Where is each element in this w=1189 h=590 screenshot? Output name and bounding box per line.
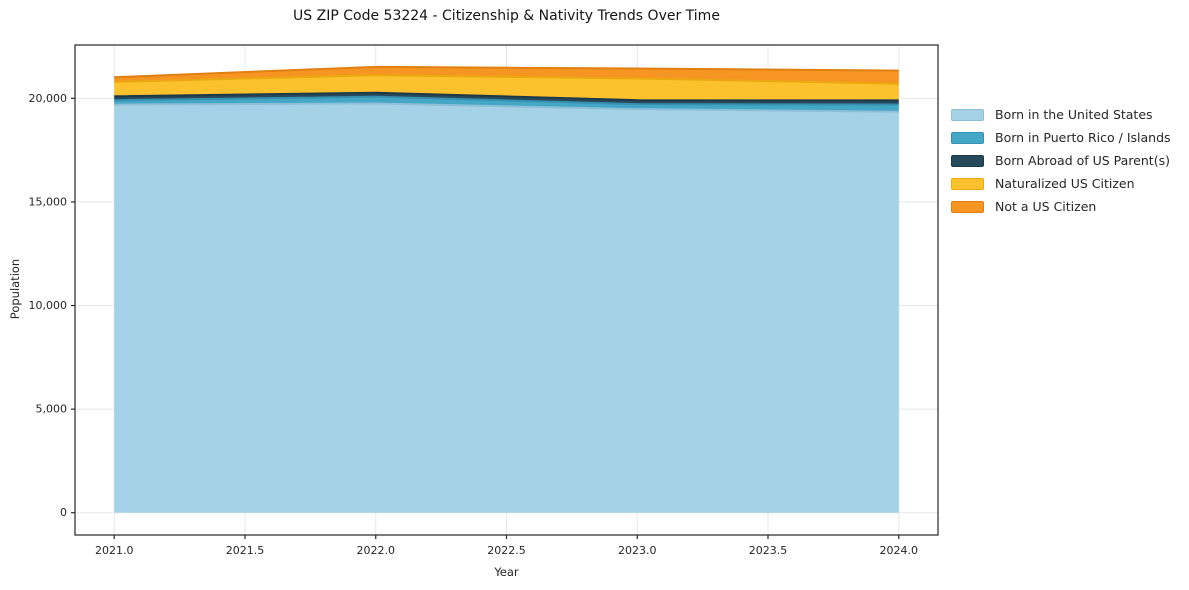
x-tick-label: 2021.5 [226,544,265,557]
x-tick-label: 2022.0 [356,544,395,557]
area-edge-line [114,91,899,102]
legend-item: Born Abroad of US Parent(s) [951,149,1171,172]
area-band [114,96,899,112]
x-tick-label: 2022.5 [487,544,526,557]
x-tick-label: 2023.0 [618,544,657,557]
area-band [114,75,899,101]
legend-label: Naturalized US Citizen [995,176,1135,191]
y-tick-label: 5,000 [36,403,68,416]
legend-label: Born in the United States [995,107,1153,122]
legend-label: Born Abroad of US Parent(s) [995,153,1170,168]
x-tick-label: 2024.0 [880,544,919,557]
area-edge-line [114,65,899,79]
legend-item: Naturalized US Citizen [951,172,1171,195]
legend-item: Not a US Citizen [951,195,1171,218]
area-edge-line [114,102,899,113]
y-tick-label: 0 [60,506,67,519]
area-band [114,92,899,105]
x-axis-label: Year [494,565,519,579]
legend-swatch [951,108,984,121]
area-edge-line [114,74,899,85]
y-axis-label: Population [8,258,22,320]
y-tick-label: 15,000 [29,195,68,208]
area-band [114,103,899,513]
chart-title: US ZIP Code 53224 - Citizenship & Nativi… [293,8,720,24]
x-tick-label: 2021.0 [95,544,134,557]
legend: Born in the United States Born in Puerto … [951,103,1171,218]
legend-label: Not a US Citizen [995,199,1097,214]
x-tick-label: 2023.5 [749,544,788,557]
legend-swatch [951,131,984,144]
legend-swatch [951,200,984,213]
legend-item: Born in Puerto Rico / Islands [951,126,1171,149]
legend-swatch [951,177,984,190]
area-edge-line [114,95,899,106]
legend-item: Born in the United States [951,103,1171,126]
legend-label: Born in Puerto Rico / Islands [995,130,1171,145]
y-tick-label: 10,000 [29,299,68,312]
legend-swatch [951,154,984,167]
y-tick-label: 20,000 [29,92,68,105]
